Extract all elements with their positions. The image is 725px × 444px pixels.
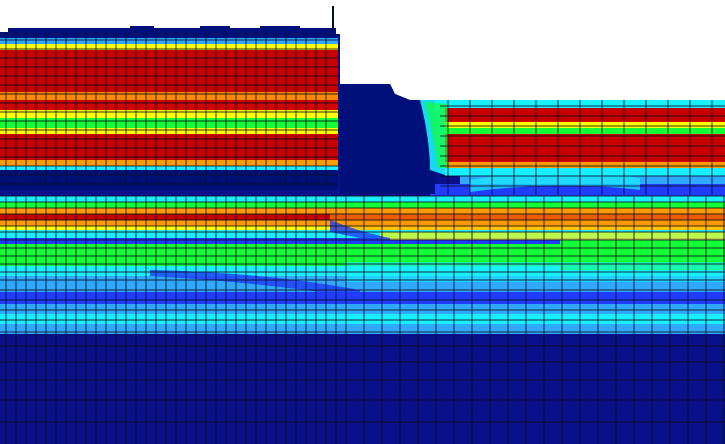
notch-region bbox=[340, 84, 640, 194]
mesh-grid bbox=[0, 30, 725, 444]
top-edge-detail bbox=[8, 6, 336, 32]
